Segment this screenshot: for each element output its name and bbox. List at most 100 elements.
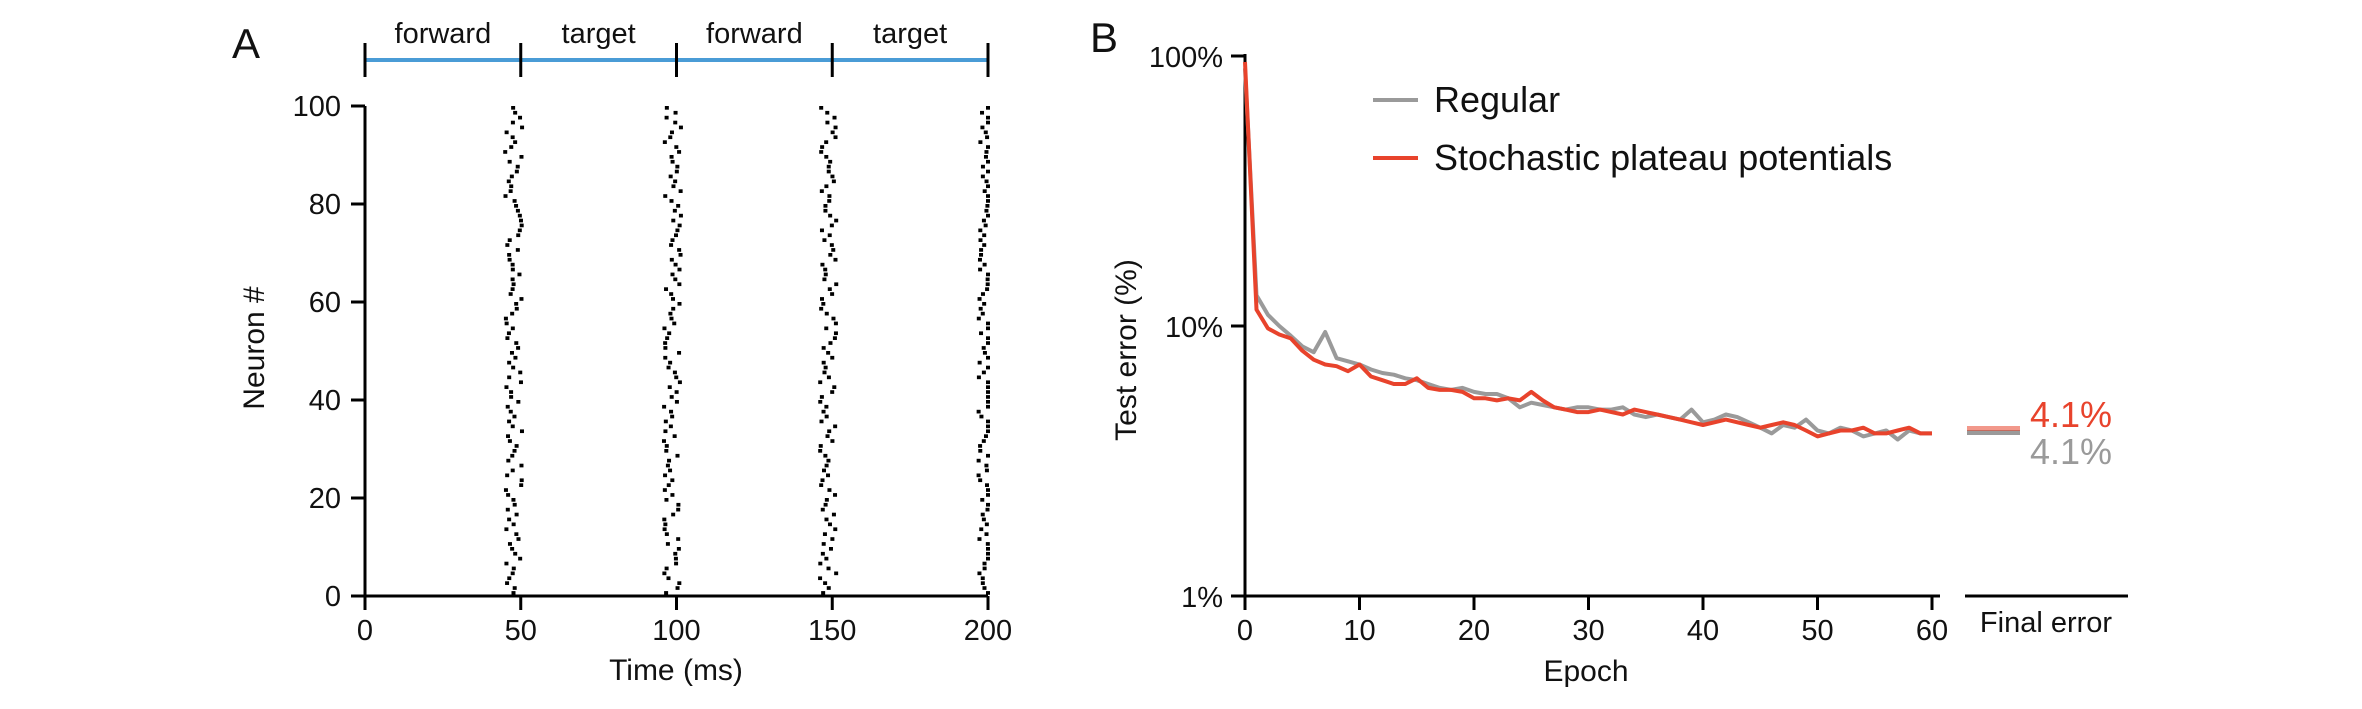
spike	[977, 297, 982, 301]
spike	[504, 321, 509, 326]
spike	[513, 355, 518, 360]
spike	[829, 223, 834, 228]
spike	[986, 336, 990, 340]
spike	[831, 316, 836, 321]
spike	[519, 155, 524, 159]
spike	[514, 204, 519, 208]
spike	[674, 561, 679, 566]
phase-label-forward: forward	[395, 18, 492, 50]
spike	[676, 537, 681, 541]
spike	[831, 512, 836, 517]
spike	[827, 488, 832, 492]
error-y-axis-title: Test error (%)	[1110, 259, 1143, 441]
spike	[676, 547, 681, 551]
spike	[677, 581, 682, 585]
spike	[985, 135, 990, 140]
spike	[986, 547, 990, 551]
spike	[670, 159, 675, 164]
spike	[981, 439, 986, 443]
spike	[986, 551, 990, 556]
spike	[822, 238, 827, 242]
spike	[511, 498, 516, 502]
spike	[507, 576, 512, 581]
spike	[834, 571, 839, 576]
spike	[978, 238, 983, 242]
spike	[986, 355, 990, 360]
panel-a-raster: A forward target forward target 0 50 100 150 20…	[232, 18, 1012, 687]
spike	[514, 306, 519, 311]
spike	[669, 130, 674, 135]
spike	[833, 331, 838, 336]
spike	[516, 537, 521, 541]
error-y-ticks: 1% 10% 100%	[1149, 42, 1245, 614]
spike	[831, 179, 836, 184]
spike	[673, 120, 678, 125]
spike	[503, 316, 508, 321]
spike	[983, 223, 988, 228]
spike	[824, 140, 829, 144]
spike	[827, 287, 832, 291]
spike	[977, 537, 982, 541]
final-error: Final error 4.1% 4.1%	[1965, 394, 2128, 639]
spike	[666, 365, 671, 370]
spike	[510, 468, 515, 473]
panel-a-letter: A	[232, 20, 260, 67]
spike	[980, 110, 985, 115]
spike	[673, 277, 678, 282]
spike	[514, 532, 519, 536]
spike	[830, 537, 835, 541]
spike	[519, 223, 524, 228]
spike	[824, 326, 829, 331]
spike	[670, 493, 675, 497]
spike	[674, 233, 679, 238]
spike	[979, 331, 984, 336]
raster-y-tick-label: 60	[309, 287, 341, 319]
spike	[672, 321, 677, 326]
spike	[676, 502, 681, 507]
spike	[982, 561, 987, 566]
spike	[520, 125, 525, 130]
spike	[978, 444, 983, 448]
spike	[512, 586, 517, 590]
spike	[986, 395, 990, 399]
spike	[980, 512, 985, 517]
spike	[978, 267, 983, 272]
spike	[519, 297, 524, 301]
spike	[673, 262, 678, 267]
spike	[986, 365, 990, 370]
spike	[673, 556, 678, 561]
spike	[512, 449, 517, 453]
spike	[672, 208, 677, 213]
spike	[669, 292, 674, 296]
spike	[507, 517, 512, 522]
series-line-stochastic	[1243, 61, 1932, 439]
spike	[986, 194, 990, 198]
spike	[983, 155, 988, 159]
spike	[507, 439, 512, 443]
spike	[519, 478, 524, 483]
spike	[986, 385, 990, 389]
spike	[977, 571, 982, 576]
spike	[662, 326, 667, 331]
spike	[826, 473, 831, 478]
spike	[665, 336, 670, 340]
raster-y-tick-label: 100	[293, 91, 341, 123]
spike	[980, 311, 985, 316]
spike	[985, 507, 990, 512]
spike	[986, 429, 990, 434]
spike	[516, 346, 521, 350]
spike	[818, 444, 823, 448]
spike	[821, 360, 826, 365]
spike	[511, 282, 516, 287]
spike	[980, 576, 985, 581]
spike	[986, 213, 990, 218]
spike	[510, 120, 515, 125]
spike	[826, 169, 831, 174]
spike	[513, 140, 518, 144]
spike	[514, 169, 519, 174]
spike	[662, 488, 667, 492]
spike	[516, 400, 521, 404]
spike	[504, 527, 509, 532]
spike	[828, 213, 833, 218]
spike	[666, 576, 671, 581]
